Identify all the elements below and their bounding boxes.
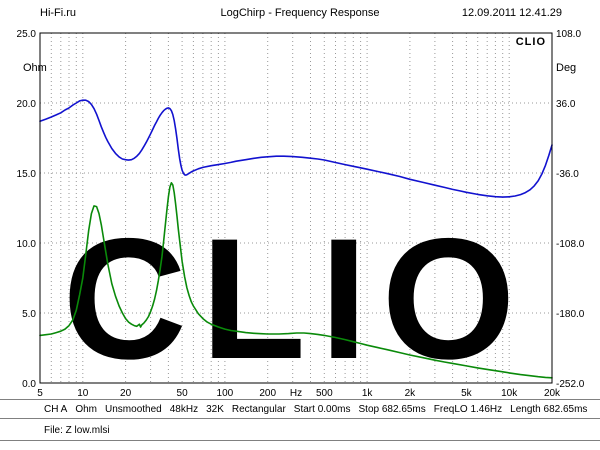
watermark-text: CLIO: [63, 203, 530, 395]
x-tick-label: 200: [259, 388, 276, 399]
y-left-tick-label: 25.0: [17, 29, 37, 40]
x-tick-label: 10: [77, 388, 89, 399]
y-right-tick-label: 108.0: [556, 29, 581, 40]
file-bar: File: Z low.mlsi: [0, 420, 600, 441]
status-item: FreqLO 1.46Hz: [433, 403, 503, 415]
status-item: Unsmoothed: [105, 403, 162, 415]
y-right-tick-label: -108.0: [556, 239, 585, 250]
status-item: Rectangular: [231, 403, 286, 415]
status-item: Length 682.65ms: [510, 403, 588, 415]
x-tick-label: 2k: [405, 388, 417, 399]
x-tick-label: Hz: [290, 388, 302, 399]
y-right-tick-label: -36.0: [556, 169, 579, 180]
x-tick-label: 10k: [501, 388, 518, 399]
x-tick-label: 100: [217, 388, 234, 399]
status-item: 48kHz: [169, 403, 199, 415]
right-axis-unit: Deg: [556, 62, 577, 74]
y-right-tick-label: -252.0: [556, 379, 585, 390]
header: Hi-Fi.ru LogChirp - Frequency Response 1…: [0, 6, 600, 20]
timestamp: 12.09.2011 12.41.29: [461, 7, 562, 19]
x-tick-label: 5k: [461, 388, 473, 399]
impedance-magnitude-curve: [39, 182, 553, 379]
x-tick-label: 20k: [544, 388, 561, 399]
x-tick-label: 5: [37, 388, 43, 399]
y-right-tick-label: 36.0: [556, 99, 576, 110]
clio-logo: CLIO: [515, 36, 546, 48]
file-name-label: File: Z low.mlsi: [44, 424, 110, 436]
x-tick-label: 500: [316, 388, 333, 399]
left-axis-unit: Ohm: [23, 62, 47, 74]
status-item: CH A: [44, 403, 68, 415]
phase-curve: [39, 99, 553, 198]
chart-title: LogChirp - Frequency Response: [220, 7, 380, 19]
status-item: Stop 682.65ms: [358, 403, 426, 415]
status-item: Start 0.00ms: [293, 403, 351, 415]
y-left-tick-label: 0.0: [22, 379, 36, 390]
y-right-tick-label: -180.0: [556, 309, 585, 320]
y-left-tick-label: 10.0: [17, 239, 37, 250]
site-label: Hi-Fi.ru: [40, 7, 77, 19]
status-item: Ohm: [75, 403, 98, 415]
y-left-tick-label: 20.0: [17, 99, 37, 110]
x-tick-label: 1k: [362, 388, 374, 399]
x-tick-label: 50: [177, 388, 189, 399]
y-left-tick-label: 5.0: [22, 309, 36, 320]
status-item: 32K: [206, 403, 224, 415]
x-tick-label: 20: [120, 388, 132, 399]
measurement-status-bar: CH A Ohm Unsmoothed 48kHz 32K Rectangular Star…: [0, 399, 600, 419]
plot-border: [39, 32, 553, 384]
y-left-tick-label: 15.0: [17, 169, 37, 180]
